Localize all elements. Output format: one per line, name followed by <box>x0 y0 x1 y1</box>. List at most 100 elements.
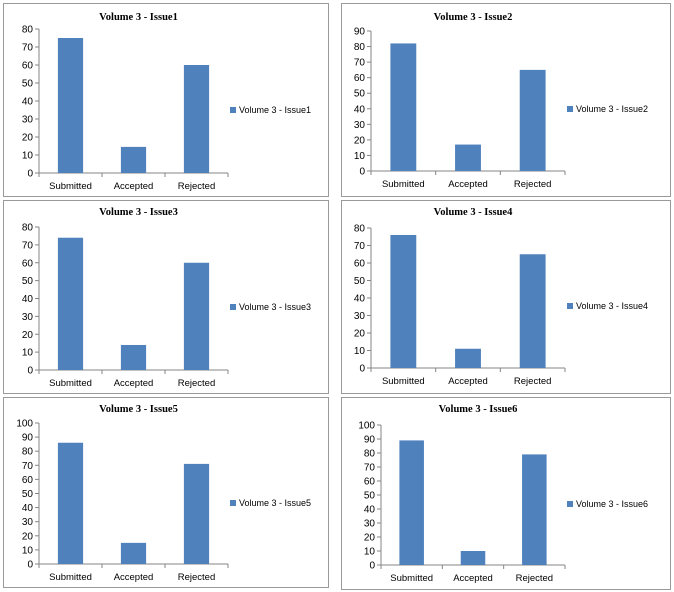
x-tick-label: Accepted <box>448 376 488 387</box>
y-tick-label: 10 <box>354 151 366 162</box>
y-tick-label: 0 <box>27 560 33 571</box>
chart-issue1: Volume 3 - Issue1 0 10 20 30 40 50 60 70 80 Submit… <box>22 12 311 192</box>
chart-issue3: Volume 3 - Issue3 0 10 20 30 40 50 60 70 80 Submit… <box>22 207 311 389</box>
y-tick-label: 70 <box>354 58 366 69</box>
legend-swatch <box>567 501 573 507</box>
legend-swatch <box>230 107 236 113</box>
y-tick-label: 40 <box>354 294 366 305</box>
y-tick-label: 90 <box>364 435 376 446</box>
legend-label: Volume 3 - Issue1 <box>239 105 311 115</box>
chart-panel-issue5: Volume 3 - Issue5 0 10 20 30 40 50 60 70 80 90 100 S… <box>3 397 329 588</box>
chart-panel-issue2: Volume 3 - Issue2 0 10 20 30 40 50 60 70 80 90 Subm… <box>341 3 671 197</box>
y-tick-label: 60 <box>22 61 34 72</box>
bar-accepted <box>120 542 147 564</box>
y-tick-label: 50 <box>354 276 366 287</box>
x-tick-label: Rejected <box>178 378 216 389</box>
chart-title: Volume 3 - Issue3 <box>99 207 178 218</box>
y-tick-label: 30 <box>22 312 34 323</box>
y-tick-label: 90 <box>354 27 366 38</box>
y-tick-label: 10 <box>22 151 34 162</box>
x-tick-label: Rejected <box>516 573 554 584</box>
y-tick-label: 30 <box>22 115 34 126</box>
y-tick-label: 50 <box>354 89 366 100</box>
y-tick-label: 0 <box>359 167 365 178</box>
y-tick-label: 10 <box>22 545 34 556</box>
chart-panel-issue4: Volume 3 - Issue4 0 10 20 30 40 50 60 70 80 Submit… <box>341 200 671 394</box>
x-tick-label: Accepted <box>114 572 154 583</box>
y-tick-label: 0 <box>369 561 375 572</box>
y-tick-label: 70 <box>22 240 34 251</box>
y-tick-label: 20 <box>22 133 34 144</box>
bar-accepted <box>120 344 147 370</box>
y-tick-label: 60 <box>354 259 366 270</box>
y-tick-label: 40 <box>364 505 376 516</box>
bar-submitted <box>390 235 417 368</box>
bar-rejected <box>522 454 547 565</box>
legend-swatch <box>567 106 573 112</box>
bar-submitted <box>57 38 84 173</box>
x-tick-label: Accepted <box>114 181 154 192</box>
y-tick-label: 40 <box>354 104 366 115</box>
y-tick-label: 90 <box>22 433 34 444</box>
legend-swatch <box>567 303 573 309</box>
bar-submitted <box>57 237 84 370</box>
bar-accepted <box>455 144 481 171</box>
y-tick-label: 20 <box>354 329 366 340</box>
x-tick-label: Rejected <box>178 181 216 192</box>
bar-submitted <box>399 440 424 565</box>
y-tick-label: 70 <box>22 43 34 54</box>
legend-label: Volume 3 - Issue2 <box>576 104 648 114</box>
chart-title: Volume 3 - Issue6 <box>439 404 518 415</box>
chart-issue6: Volume 3 - Issue6 0 10 20 30 40 50 60 70 80 90 100 S… <box>358 404 648 584</box>
y-tick-label: 80 <box>22 447 34 458</box>
y-tick-label: 80 <box>364 449 376 460</box>
y-tick-label: 50 <box>22 489 34 500</box>
legend-label: Volume 3 - Issue3 <box>239 302 311 312</box>
x-tick-label: Submitted <box>382 376 425 387</box>
bar-rejected <box>183 262 210 370</box>
y-tick-label: 70 <box>354 241 366 252</box>
y-tick-label: 100 <box>358 421 375 432</box>
y-tick-label: 80 <box>354 42 366 53</box>
legend-swatch <box>230 304 236 310</box>
y-tick-label: 60 <box>22 475 34 486</box>
y-tick-label: 50 <box>22 276 34 287</box>
bar-rejected <box>519 69 546 171</box>
y-tick-label: 80 <box>22 25 34 36</box>
y-tick-label: 0 <box>27 169 33 180</box>
bar-accepted <box>460 551 486 565</box>
y-tick-label: 60 <box>354 73 366 84</box>
y-tick-label: 10 <box>354 346 366 357</box>
y-tick-label: 30 <box>22 517 34 528</box>
y-tick-label: 70 <box>364 463 376 474</box>
x-tick-label: Submitted <box>49 378 92 389</box>
bar-rejected <box>183 65 210 173</box>
y-tick-label: 20 <box>22 531 34 542</box>
y-tick-label: 20 <box>22 330 34 341</box>
y-tick-label: 20 <box>364 533 376 544</box>
y-tick-label: 50 <box>22 79 34 90</box>
x-tick-label: Rejected <box>178 572 216 583</box>
x-tick-label: Submitted <box>390 573 433 584</box>
y-tick-label: 40 <box>22 294 34 305</box>
chart-title: Volume 3 - Issue5 <box>99 404 178 415</box>
x-tick-label: Rejected <box>514 376 552 387</box>
bar-rejected <box>183 463 210 564</box>
y-tick-label: 100 <box>16 419 33 430</box>
x-tick-label: Accepted <box>453 573 493 584</box>
x-tick-label: Rejected <box>514 179 552 190</box>
x-tick-label: Submitted <box>49 181 92 192</box>
chart-panel-issue3: Volume 3 - Issue3 0 10 20 30 40 50 60 70 80 Submit… <box>3 200 329 394</box>
x-tick-label: Submitted <box>49 572 92 583</box>
y-tick-label: 80 <box>22 223 34 234</box>
y-tick-label: 0 <box>359 364 365 375</box>
chart-issue4: Volume 3 - Issue4 0 10 20 30 40 50 60 70 80 Submit… <box>354 207 648 387</box>
y-tick-label: 10 <box>22 348 34 359</box>
legend-label: Volume 3 - Issue5 <box>239 498 311 508</box>
legend-swatch <box>230 500 236 506</box>
bar-rejected <box>519 254 546 368</box>
bar-submitted <box>57 442 84 564</box>
chart-issue2: Volume 3 - Issue2 0 10 20 30 40 50 60 70 80 90 Subm… <box>354 12 648 190</box>
y-tick-label: 60 <box>22 258 34 269</box>
chart-title: Volume 3 - Issue4 <box>434 207 513 218</box>
